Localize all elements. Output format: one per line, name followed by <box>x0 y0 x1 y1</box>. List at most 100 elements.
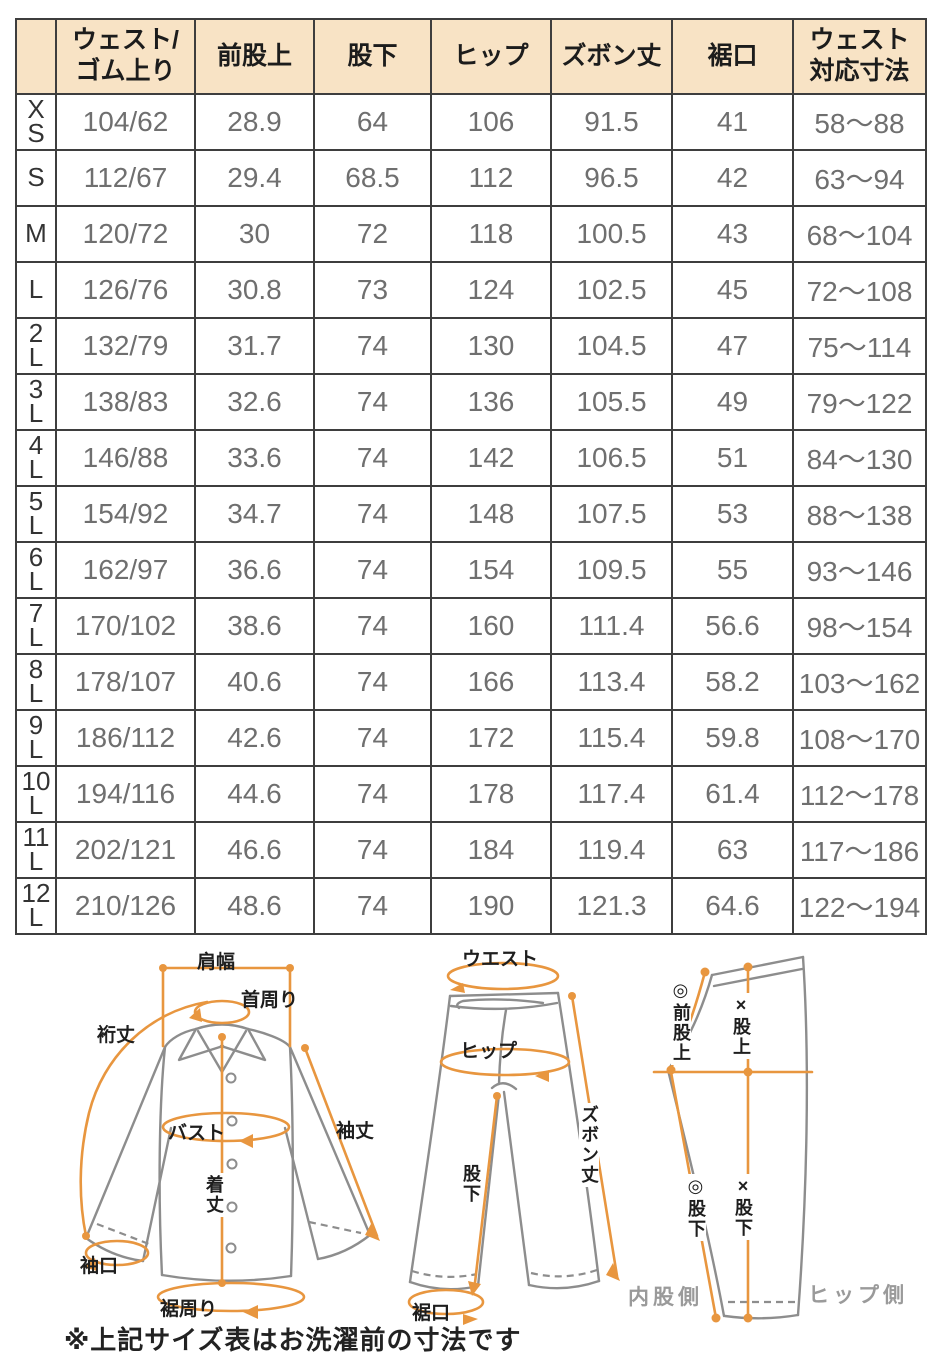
inner-thigh-side-label: 内股側 <box>628 1286 703 1309</box>
cell-8L-col7: 103〜162 <box>792 652 927 711</box>
cell-9L-col3: 74 <box>313 708 432 767</box>
cell-S-col2: 29.4 <box>194 148 315 207</box>
column-header-0 <box>15 18 57 95</box>
table-row-5L: 5 L 154/92 34.7 74 148 107.5 53 88〜138 <box>15 484 927 543</box>
cell-11L-col5: 119.4 <box>550 820 673 879</box>
cell-10L-col1: 194/116 <box>55 764 196 823</box>
hip-label: ヒップ <box>460 1041 518 1062</box>
cell-9L-col1: 186/112 <box>55 708 196 767</box>
cell-7L-col2: 38.6 <box>194 596 315 655</box>
cell-5L-col3: 74 <box>313 484 432 543</box>
cell-8L-col6: 58.2 <box>671 652 794 711</box>
cell-2L-col6: 47 <box>671 316 794 375</box>
table-row-8L: 8 L 178/107 40.6 74 166 113.4 58.2 103〜162 <box>15 652 927 711</box>
front-rise-label: ◎前股上 <box>671 978 691 1065</box>
cuff-opening-label: 袖口 <box>80 1256 119 1277</box>
hip-side-label: ヒップ側 <box>808 1284 908 1307</box>
inseam-x-label: ×股下 <box>733 1174 753 1240</box>
cell-6L-col2: 36.6 <box>194 540 315 599</box>
size-label-6L: 6 L <box>15 540 57 599</box>
cell-2L-col4: 130 <box>430 316 552 375</box>
cell-4L-col5: 106.5 <box>550 428 673 487</box>
bust-label: バスト <box>168 1123 226 1144</box>
size-label-11L: 11 L <box>15 820 57 879</box>
cell-XS-col2: 28.9 <box>194 92 315 151</box>
cell-2L-col1: 132/79 <box>55 316 196 375</box>
cell-XS-col3: 64 <box>313 92 432 151</box>
cell-5L-col1: 154/92 <box>55 484 196 543</box>
table-row-2L: 2 L 132/79 31.7 74 130 104.5 47 75〜114 <box>15 316 927 375</box>
size-label-3L: 3 L <box>15 372 57 431</box>
cell-12L-col4: 190 <box>430 876 552 935</box>
cell-XS-col5: 91.5 <box>550 92 673 151</box>
inseam-front-label: 股下 <box>461 1162 481 1206</box>
cell-6L-col3: 74 <box>313 540 432 599</box>
cell-10L-col2: 44.6 <box>194 764 315 823</box>
cell-5L-col5: 107.5 <box>550 484 673 543</box>
cell-L-col3: 73 <box>313 260 432 319</box>
cell-XS-col4: 106 <box>430 92 552 151</box>
cell-4L-col6: 51 <box>671 428 794 487</box>
cell-L-col1: 126/76 <box>55 260 196 319</box>
cell-4L-col4: 142 <box>430 428 552 487</box>
cell-XS-col7: 58〜88 <box>792 92 927 151</box>
table-row-S: S 112/67 29.4 68.5 112 96.5 42 63〜94 <box>15 148 927 207</box>
measurement-diagrams <box>0 945 940 1360</box>
cell-3L-col3: 74 <box>313 372 432 431</box>
table-row-7L: 7 L 170/102 38.6 74 160 111.4 56.6 98〜154 <box>15 596 927 655</box>
cell-3L-col4: 136 <box>430 372 552 431</box>
cell-7L-col1: 170/102 <box>55 596 196 655</box>
cell-M-col4: 118 <box>430 204 552 263</box>
cell-M-col7: 68〜104 <box>792 204 927 263</box>
cell-3L-col6: 49 <box>671 372 794 431</box>
cell-8L-col2: 40.6 <box>194 652 315 711</box>
column-header-3: 股下 <box>313 18 432 95</box>
cell-7L-col3: 74 <box>313 596 432 655</box>
cell-10L-col3: 74 <box>313 764 432 823</box>
header-row: ウェスト/ ゴム上り 前股上 股下 ヒップ ズボン丈 裾口 ウェスト 対応寸法 <box>15 18 927 95</box>
cell-10L-col5: 117.4 <box>550 764 673 823</box>
size-label-7L: 7 L <box>15 596 57 655</box>
size-chart-table: ウェスト/ ゴム上り 前股上 股下 ヒップ ズボン丈 裾口 ウェスト 対応寸法 X S 104… <box>15 18 927 935</box>
cell-9L-col7: 108〜170 <box>792 708 927 767</box>
cell-L-col6: 45 <box>671 260 794 319</box>
cell-12L-col5: 121.3 <box>550 876 673 935</box>
cell-5L-col2: 34.7 <box>194 484 315 543</box>
table-row-3L: 3 L 138/83 32.6 74 136 105.5 49 79〜122 <box>15 372 927 431</box>
cell-8L-col1: 178/107 <box>55 652 196 711</box>
cell-12L-col1: 210/126 <box>55 876 196 935</box>
rise-label: ×股上 <box>731 993 751 1059</box>
size-label-2L: 2 L <box>15 316 57 375</box>
pants-length-label: ズボン丈 <box>579 1103 599 1187</box>
cell-4L-col7: 84〜130 <box>792 428 927 487</box>
table-row-6L: 6 L 162/97 36.6 74 154 109.5 55 93〜146 <box>15 540 927 599</box>
sleeve-reach-label: 裄丈 <box>97 1025 136 1046</box>
cell-S-col1: 112/67 <box>55 148 196 207</box>
size-label-5L: 5 L <box>15 484 57 543</box>
cell-M-col1: 120/72 <box>55 204 196 263</box>
hem-girth-label: 裾周り <box>160 1299 218 1320</box>
inseam-circle-label: ◎股下 <box>686 1174 706 1241</box>
size-label-8L: 8 L <box>15 652 57 711</box>
table-row-9L: 9 L 186/112 42.6 74 172 115.4 59.8 108〜170 <box>15 708 927 767</box>
cell-11L-col7: 117〜186 <box>792 820 927 879</box>
table-row-L: L 126/76 30.8 73 124 102.5 45 72〜108 <box>15 260 927 319</box>
size-label-L: L <box>15 260 57 319</box>
size-label-12L: 12 L <box>15 876 57 935</box>
cell-5L-col6: 53 <box>671 484 794 543</box>
cell-10L-col6: 61.4 <box>671 764 794 823</box>
cell-12L-col3: 74 <box>313 876 432 935</box>
column-header-4: ヒップ <box>430 18 552 95</box>
cell-L-col5: 102.5 <box>550 260 673 319</box>
cell-8L-col4: 166 <box>430 652 552 711</box>
shoulder-width-label: 肩幅 <box>197 952 236 973</box>
shirt-diagram <box>79 964 380 1319</box>
size-label-S: S <box>15 148 57 207</box>
cell-5L-col4: 148 <box>430 484 552 543</box>
cell-3L-col7: 79〜122 <box>792 372 927 431</box>
pre-wash-note: ※上記サイズ表はお洗濯前の寸法です <box>64 1325 522 1355</box>
table-header: ウェスト/ ゴム上り 前股上 股下 ヒップ ズボン丈 裾口 ウェスト 対応寸法 <box>15 18 927 95</box>
cell-9L-col6: 59.8 <box>671 708 794 767</box>
cell-L-col2: 30.8 <box>194 260 315 319</box>
